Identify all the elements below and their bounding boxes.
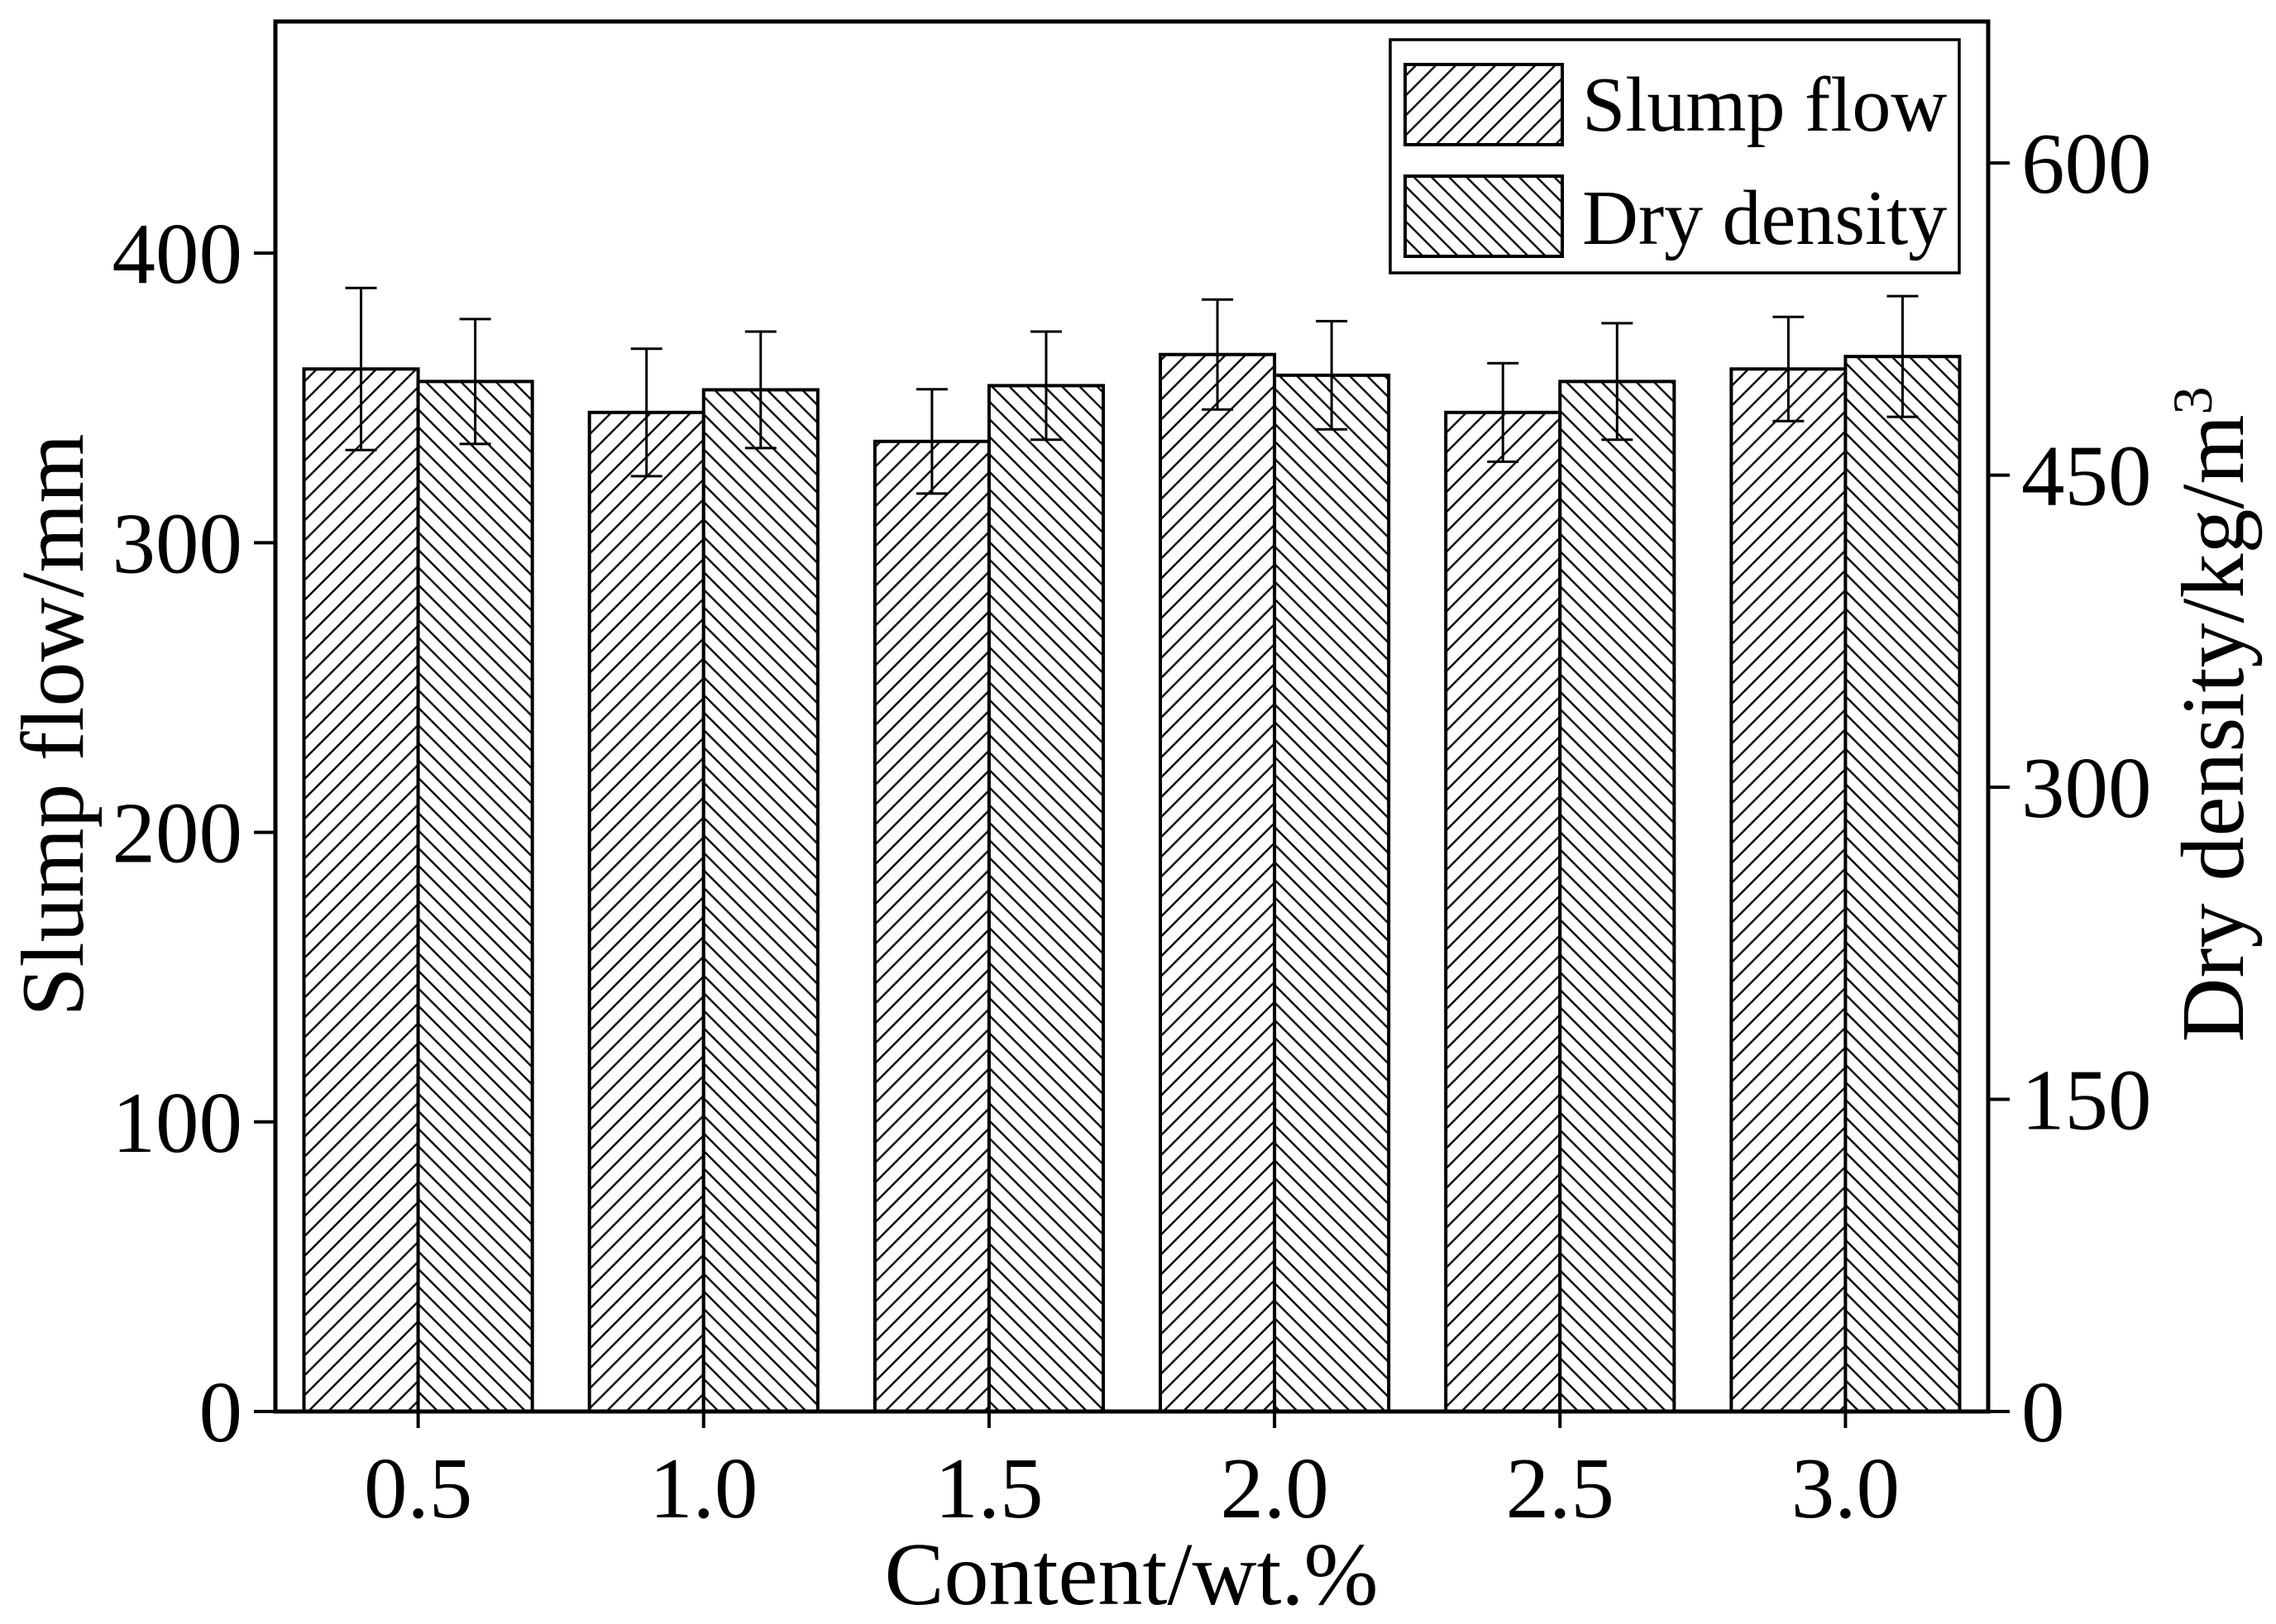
error-bar-slump-flow-3-0	[1772, 315, 1805, 423]
y-left-tick-label-0: 0	[199, 1364, 243, 1460]
x-tick-label-2-0: 2.0	[1220, 1440, 1328, 1536]
bar-dry-density-1-5	[987, 384, 1105, 1414]
error-bar-slump-flow-1-0	[630, 347, 662, 478]
bar-dry-density-2-0	[1273, 373, 1391, 1413]
axis-ticks-layer	[254, 161, 2010, 1428]
x-axis-title: Content/wt.%	[885, 1526, 1379, 1624]
error-bar-dry-density-2-0	[1316, 319, 1348, 431]
bar-slump-flow-1-0	[587, 410, 705, 1413]
y-axis-right-title-main: Dry density/kg/m	[2164, 415, 2263, 1043]
bars-layer	[302, 352, 1962, 1414]
legend-swatch-dry-density	[1403, 174, 1564, 258]
y-left-tick-label-300: 300	[112, 494, 243, 591]
error-bar-dry-density-2-5	[1601, 322, 1633, 442]
y-axis-right-title-superscript: 3	[2161, 387, 2224, 415]
y-axis-left-title: Slump flow/mm	[4, 433, 103, 1016]
error-bar-dry-density-0-5	[459, 318, 491, 446]
y-right-tick-label-300: 300	[2021, 739, 2152, 836]
bar-slump-flow-0-5	[302, 367, 420, 1413]
legend: Slump flow Dry density	[1389, 38, 1961, 275]
bar-dry-density-3-0	[1843, 355, 1962, 1413]
x-tick-label-2-5: 2.5	[1506, 1440, 1614, 1536]
bar-dry-density-1-0	[701, 388, 820, 1413]
bar-slump-flow-3-0	[1729, 367, 1848, 1413]
tick-labels-layer: 0 100 200 300 400 0 150 300 450 600 0.5 1.0 1.5 2.0 2.…	[112, 115, 2152, 1536]
y-left-tick-label-200: 200	[112, 785, 243, 881]
x-tick-label-0-5: 0.5	[364, 1440, 472, 1536]
y-axis-right-title: Dry density/kg/m3	[2161, 387, 2263, 1043]
error-bar-slump-flow-2-5	[1487, 361, 1519, 463]
y-right-tick-label-600: 600	[2021, 115, 2152, 212]
legend-swatch-slump-flow	[1403, 63, 1564, 146]
y-left-tick-label-400: 400	[112, 205, 243, 302]
error-bar-dry-density-3-0	[1886, 294, 1919, 418]
legend-label-slump-flow: Slump flow	[1582, 62, 1947, 148]
y-right-tick-label-450: 450	[2021, 427, 2152, 524]
y-right-tick-label-150: 150	[2021, 1052, 2152, 1149]
bar-slump-flow-2-0	[1159, 352, 1277, 1413]
error-bar-slump-flow-0-5	[345, 286, 377, 451]
error-bar-slump-flow-2-0	[1202, 298, 1234, 411]
error-bar-slump-flow-1-5	[916, 388, 948, 495]
bar-dry-density-0-5	[416, 380, 534, 1414]
bar-slump-flow-2-5	[1444, 410, 1562, 1413]
x-tick-label-3-0: 3.0	[1791, 1440, 1900, 1536]
error-bar-dry-density-1-5	[1030, 330, 1062, 442]
bar-dry-density-2-5	[1558, 380, 1676, 1414]
error-bars-layer	[345, 286, 1919, 495]
plot-frame	[273, 19, 1991, 1414]
x-tick-label-1-0: 1.0	[649, 1440, 758, 1536]
error-bar-dry-density-1-0	[744, 330, 777, 450]
x-tick-label-1-5: 1.5	[935, 1440, 1043, 1536]
bar-slump-flow-1-5	[873, 439, 991, 1413]
legend-label-dry-density: Dry density	[1582, 175, 1947, 261]
y-right-tick-label-0: 0	[2021, 1364, 2065, 1460]
y-left-tick-label-100: 100	[112, 1074, 243, 1171]
